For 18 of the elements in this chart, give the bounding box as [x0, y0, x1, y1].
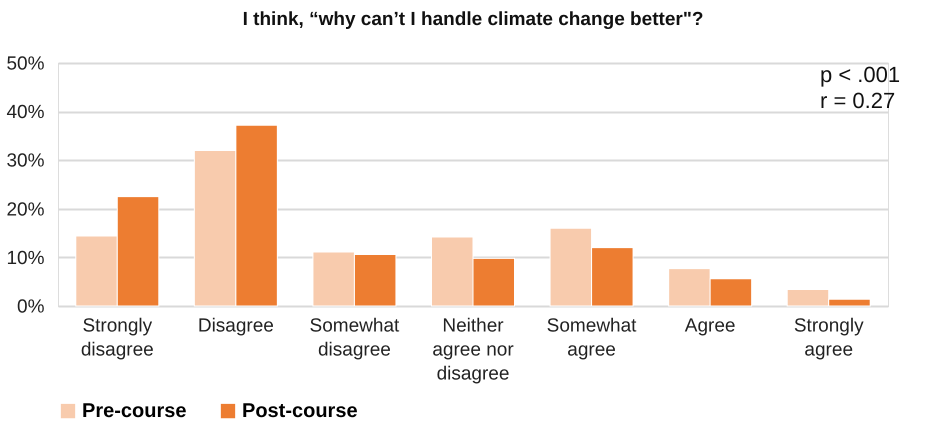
x-tick-label: Strongly disagree [80, 316, 154, 360]
y-tick-label: 0% [17, 296, 45, 318]
y-tick-label: 10% [6, 248, 45, 269]
y-tick-label: 30% [6, 150, 45, 172]
x-tick-label: Strongly agree [794, 316, 864, 360]
annotation: p < .001 [820, 62, 900, 87]
x-tick-label: Disagree [198, 316, 274, 336]
legend-label: Pre-course [82, 400, 186, 422]
x-tick-label: Somewhat agree [546, 316, 638, 360]
x-tick-label: Somewhat disagree [310, 316, 400, 360]
chart-title: I think, “why can’t I handle climate change better"? [242, 9, 704, 30]
x-tick-label: Neither agree nor disagree [432, 316, 514, 384]
y-tick-label: 40% [6, 102, 45, 124]
legend-label: Post-course [242, 400, 358, 422]
y-tick-label: 50% [6, 54, 45, 74]
x-tick-label: Agree [684, 316, 736, 336]
annotation: r = 0.27 [820, 88, 896, 113]
y-tick-label: 20% [6, 199, 45, 220]
